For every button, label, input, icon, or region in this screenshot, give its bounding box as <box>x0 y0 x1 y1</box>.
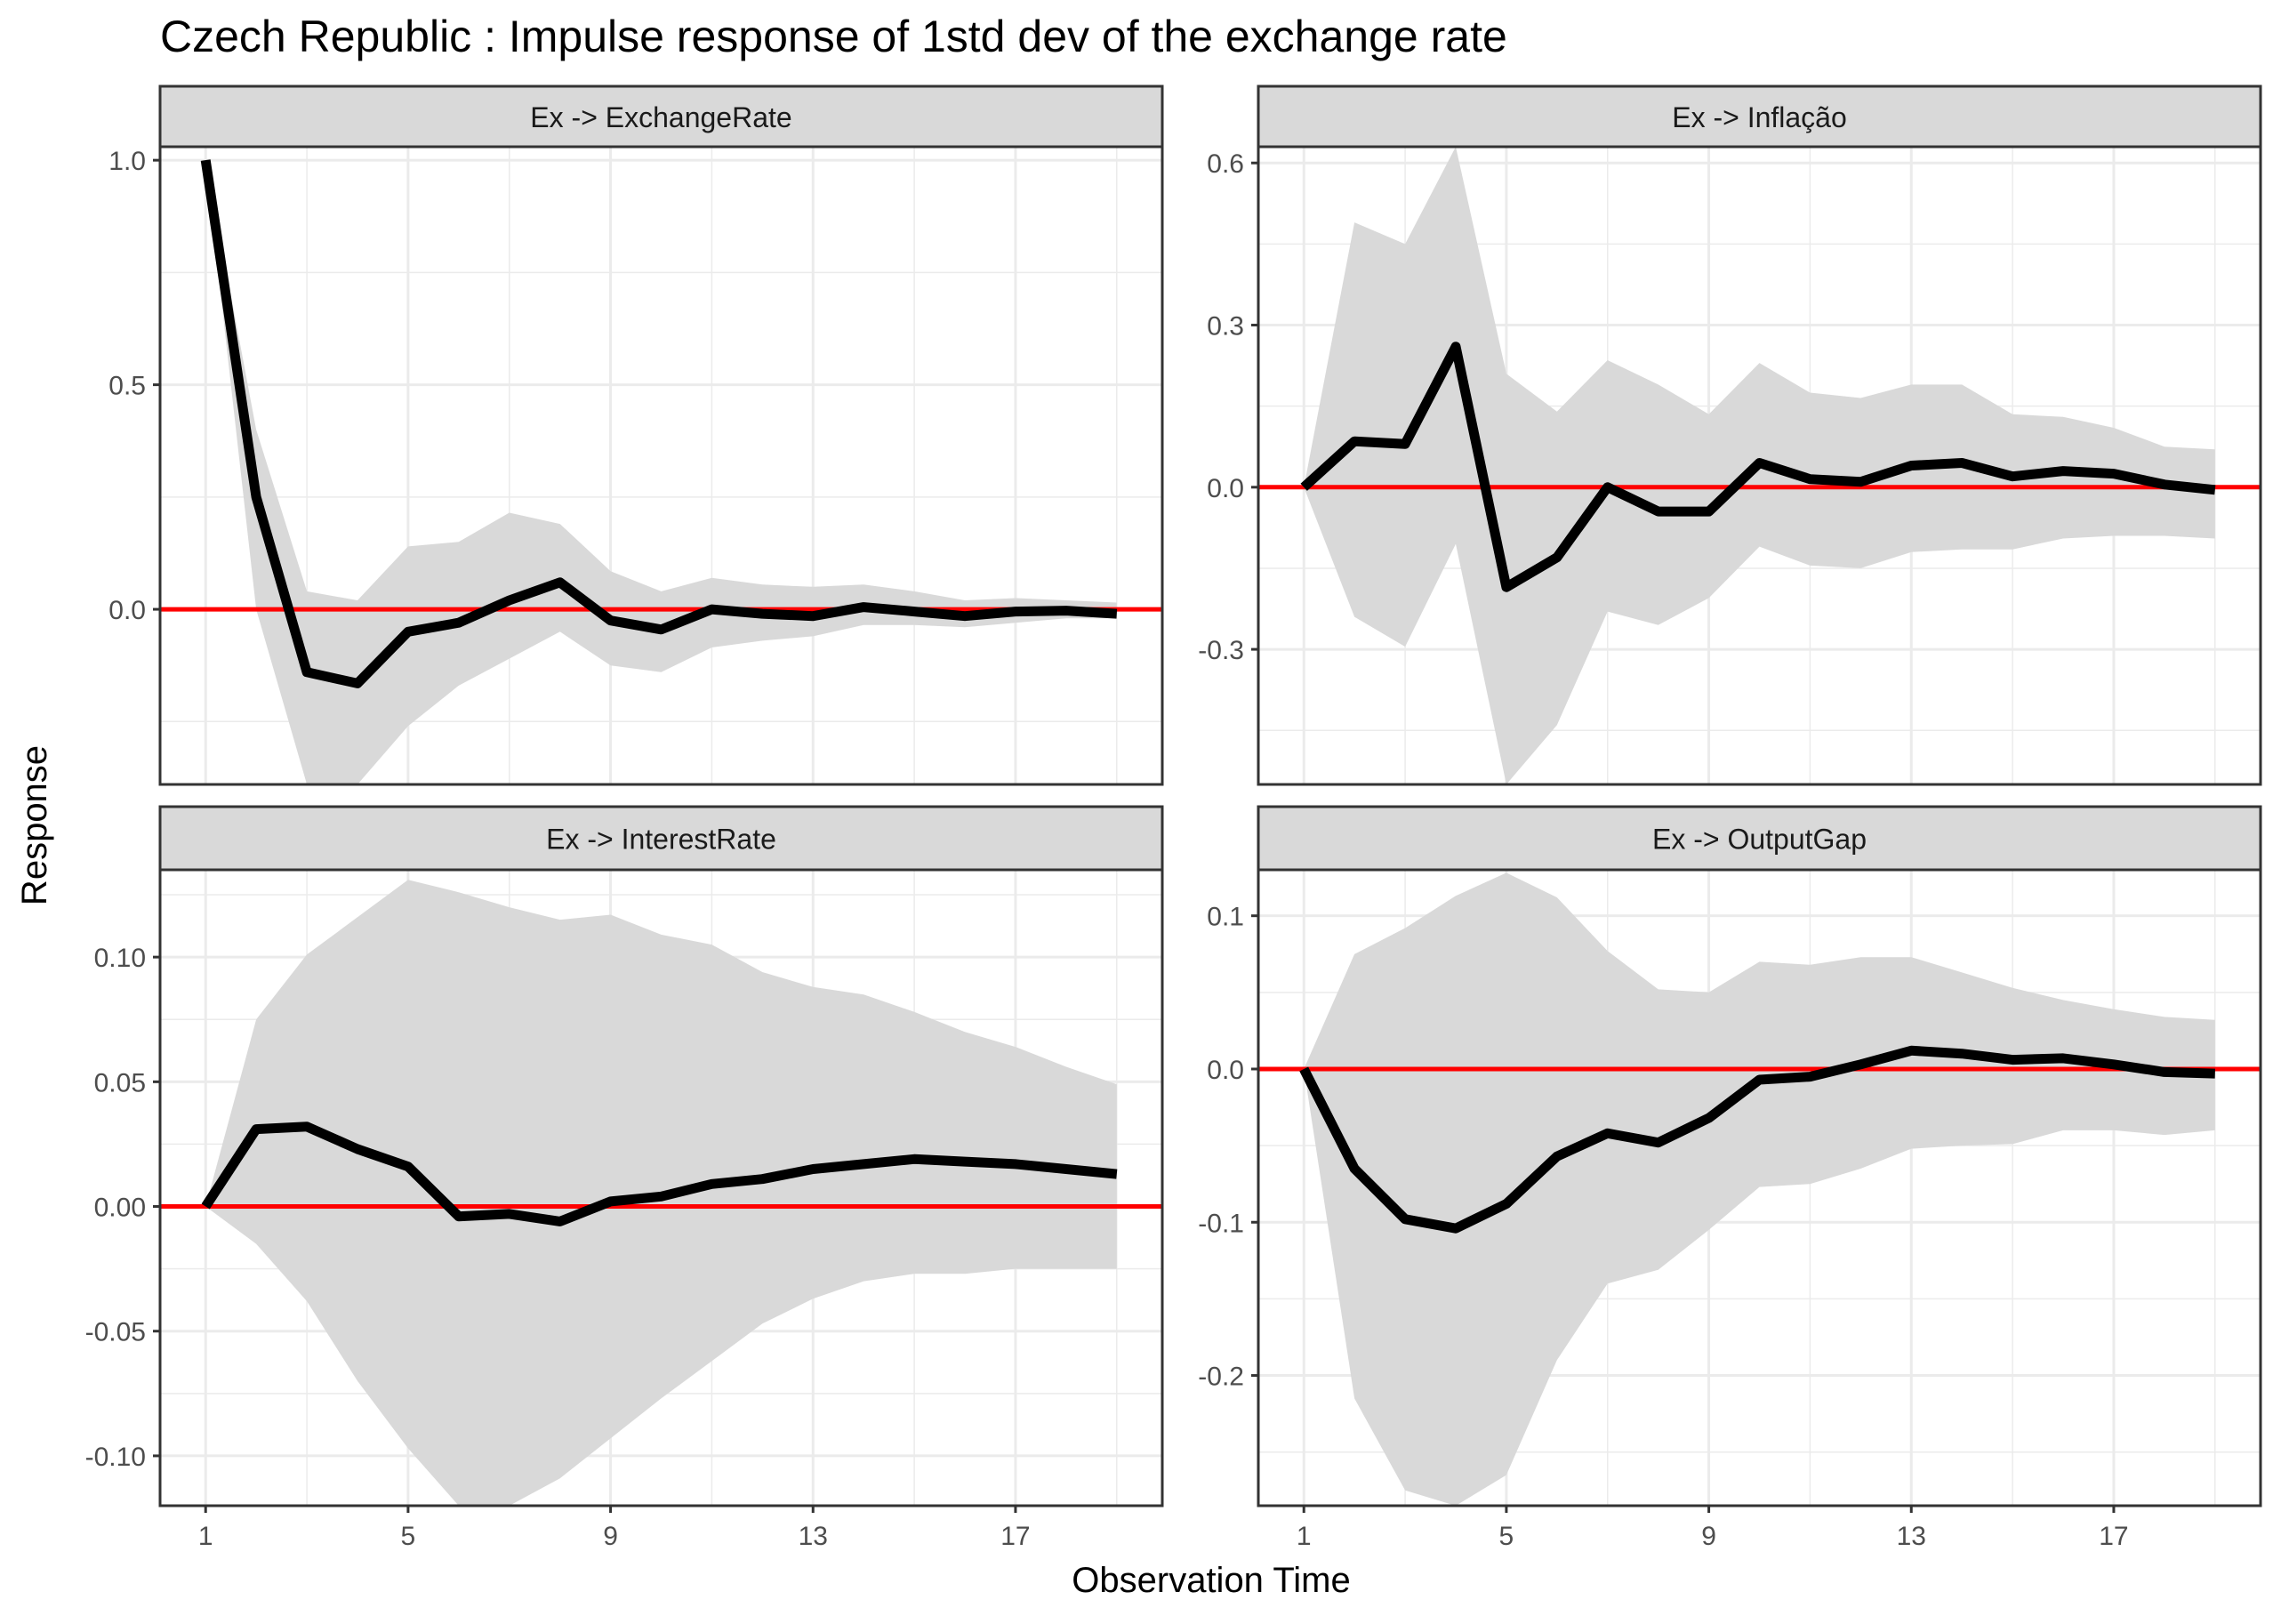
panel-border <box>158 868 1164 1507</box>
facet-strip <box>158 805 1164 872</box>
y-tick-label: -0.2 <box>1198 1363 1244 1392</box>
y-tick-label: -0.10 <box>85 1443 146 1472</box>
x-tick-label: 9 <box>603 1522 618 1551</box>
x-tick-label: 17 <box>1000 1522 1030 1551</box>
response-line <box>200 159 1118 688</box>
data-layer <box>160 159 1162 784</box>
panel-border <box>1257 145 2262 786</box>
response-line <box>1299 1045 2215 1234</box>
y-tick-label: 0.10 <box>94 944 146 973</box>
x-tick-label: 1 <box>1297 1522 1312 1551</box>
y-tick-label: 0.1 <box>1207 903 1244 932</box>
x-tick-label: 17 <box>2099 1522 2128 1551</box>
facet-panel-3: Ex -> InterestRate -0.10 -0.05 0.00 0.05 0.10… <box>85 805 1164 1551</box>
y-tick-label: 0.6 <box>1207 149 1244 179</box>
x-axis-label: Observation Time <box>1072 1561 1350 1600</box>
data-layer <box>1258 147 2261 784</box>
facet-panel-2: Ex -> Inflação -0.3 0.0 0.3 0.6 <box>1198 84 2262 786</box>
facet-strip-label: Ex -> InterestRate <box>546 824 776 856</box>
facet-strip-label: Ex -> ExchangeRate <box>530 101 791 133</box>
y-tick-label: 0.3 <box>1207 312 1244 342</box>
facet-panels: Ex -> ExchangeRate 0.0 0.5 1.0 Ex -> Inflaçã… <box>85 84 2262 1551</box>
x-tick-label: 13 <box>1897 1522 1926 1551</box>
y-tick-label: -0.3 <box>1198 636 1244 665</box>
facet-strip-label: Ex -> Inflação <box>1672 101 1847 133</box>
confidence-band <box>1304 872 2215 1506</box>
y-axis-label: Response <box>15 745 54 905</box>
data-layer <box>1258 872 2261 1506</box>
data-layer <box>160 880 1162 1506</box>
y-tick-label: 0.00 <box>94 1194 146 1223</box>
panel-border <box>158 145 1164 786</box>
x-tick-label: 5 <box>1499 1522 1514 1551</box>
y-tick-label: 0.0 <box>1207 474 1244 503</box>
response-line <box>1300 342 2216 592</box>
x-tick-label: 1 <box>198 1522 213 1551</box>
facet-strip <box>1257 84 2262 149</box>
chart-title: Czech Republic : Impulse response of 1st… <box>160 12 1507 61</box>
x-tick-label: 5 <box>401 1522 416 1551</box>
panel-border <box>1257 868 2262 1507</box>
x-tick-label: 9 <box>1701 1522 1716 1551</box>
y-tick-label: 0.5 <box>108 372 146 401</box>
y-tick-label: 0.05 <box>94 1068 146 1097</box>
y-tick-label: -0.1 <box>1198 1209 1244 1238</box>
y-tick-label: 0.0 <box>108 596 146 625</box>
y-tick-label: 1.0 <box>108 147 146 176</box>
x-tick-label: 13 <box>799 1522 828 1551</box>
facet-strip-label: Ex -> OutputGap <box>1652 824 1867 856</box>
y-tick-label: 0.0 <box>1207 1056 1244 1085</box>
facet-panel-1: Ex -> ExchangeRate 0.0 0.5 1.0 <box>108 84 1164 786</box>
facet-panel-4: Ex -> OutputGap -0.2 -0.1 0.0 0.1 1 5 9 13 17 <box>1198 805 2262 1551</box>
response-line <box>201 1122 1118 1226</box>
y-tick-label: -0.05 <box>85 1318 146 1347</box>
facet-strip <box>158 84 1164 149</box>
